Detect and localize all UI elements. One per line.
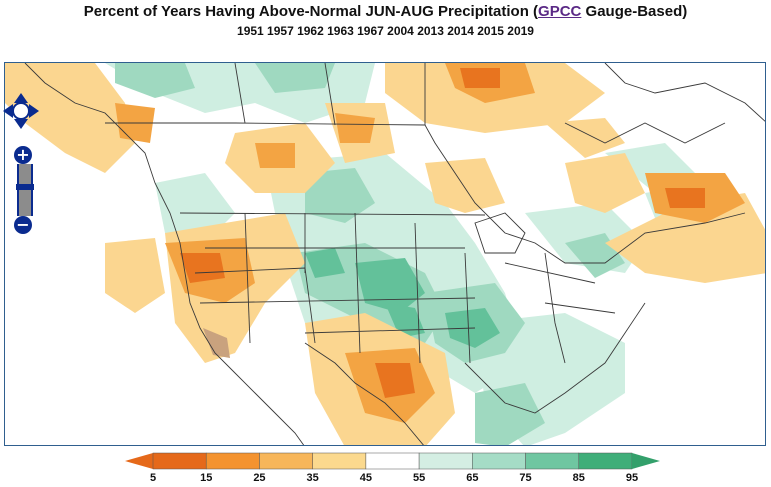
legend-color-cell	[472, 452, 526, 470]
legend-color-cell	[578, 452, 633, 470]
legend-color-cell	[312, 452, 367, 470]
legend-color-bar	[125, 452, 660, 470]
precip-map	[5, 63, 765, 445]
pan-arrows-icon[interactable]	[2, 92, 40, 130]
extreme-dry-area	[203, 328, 230, 358]
boundaries	[24, 63, 765, 445]
title-suffix: Gauge-Based)	[581, 3, 688, 20]
legend-tick-label: 25	[253, 472, 266, 484]
zoom-out-button[interactable]: −	[14, 216, 32, 234]
color-legend: 5 15 25 35 45 55 65 75 85 95	[125, 452, 660, 487]
legend-color-cell	[525, 452, 580, 470]
zoom-slider-handle[interactable]	[16, 184, 34, 190]
dry-strong-areas	[180, 68, 705, 398]
legend-tick-label: 65	[466, 472, 479, 484]
years-list: 1951 1957 1962 1963 1967 2004 2013 2014 …	[237, 24, 534, 38]
map-header: Percent of Years Having Above-Normal JUN…	[0, 2, 771, 39]
map-title: Percent of Years Having Above-Normal JUN…	[0, 2, 771, 21]
legend-high-arrow	[632, 453, 660, 469]
legend-color-cell	[259, 452, 313, 470]
dry-light-areas	[5, 63, 765, 445]
gpcc-link[interactable]: GPCC	[538, 3, 582, 20]
legend-tick-label: 35	[306, 472, 319, 484]
zoom-in-button[interactable]: +	[14, 146, 32, 164]
legend-low-arrow	[125, 453, 153, 469]
title-prefix: Percent of Years Having Above-Normal JUN…	[83, 3, 539, 20]
legend-tick-label: 45	[359, 472, 372, 484]
legend-color-cell	[205, 452, 260, 470]
legend-tick-label: 5	[149, 472, 157, 484]
legend-tick-label: 95	[625, 472, 639, 484]
legend-color-cell	[365, 452, 420, 470]
zoom-control: + −	[12, 146, 34, 236]
legend-tick-label: 15	[200, 472, 213, 484]
zoom-slider-track[interactable]	[16, 164, 34, 216]
map-viewport[interactable]	[4, 62, 766, 446]
legend-tick-label: 55	[412, 472, 426, 484]
legend-tick-label: 75	[519, 472, 532, 484]
legend-color-cell	[418, 452, 473, 470]
legend-color-cell	[152, 452, 207, 470]
legend-tick-label: 85	[572, 472, 585, 484]
